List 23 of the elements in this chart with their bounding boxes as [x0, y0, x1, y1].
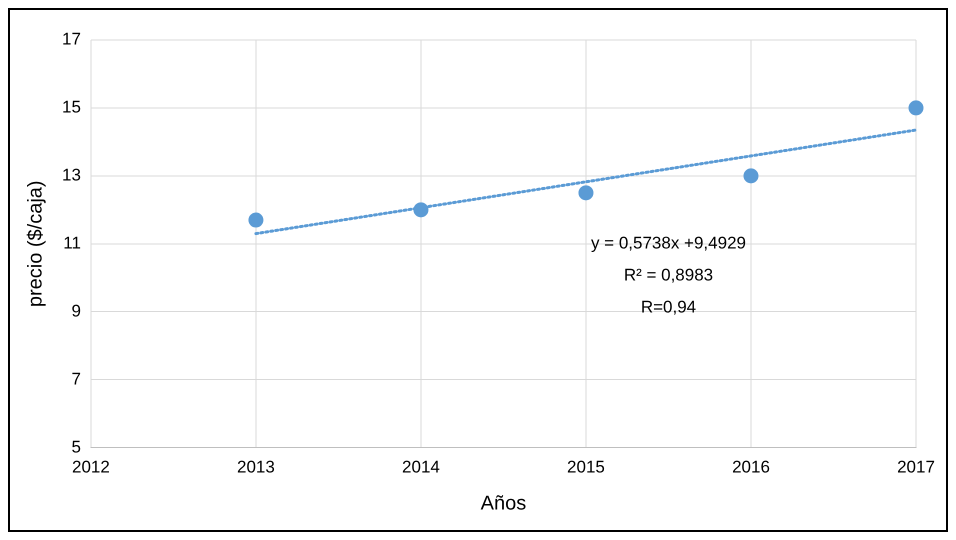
annotation: R=0,94 [640, 297, 696, 316]
x-tick-label: 2013 [237, 457, 275, 476]
annotation: y = 0,5738x +9,4929 [590, 233, 746, 252]
x-tick-label: 2015 [567, 457, 605, 476]
y-tick-label: 17 [62, 30, 81, 49]
y-tick-label: 5 [71, 437, 81, 456]
x-axis-title: Años [480, 492, 526, 515]
x-tick-label: 2017 [897, 457, 935, 476]
y-tick-label: 11 [63, 233, 81, 252]
x-tick-label: 2016 [732, 457, 770, 476]
y-tick-label: 7 [71, 369, 81, 388]
y-tick-label: 15 [62, 98, 81, 117]
point [248, 212, 264, 228]
y-tick-label: 9 [71, 301, 81, 320]
point [578, 185, 594, 200]
y-axis-title: precio ($/caja) [24, 180, 47, 308]
point [413, 202, 428, 218]
x-tick-label: 2014 [402, 457, 440, 476]
x-tick-label: 2012 [72, 457, 110, 476]
annotation: R² = 0,8983 [624, 265, 714, 284]
point [908, 100, 924, 116]
y-tick-label: 13 [62, 166, 81, 185]
point [743, 168, 758, 184]
